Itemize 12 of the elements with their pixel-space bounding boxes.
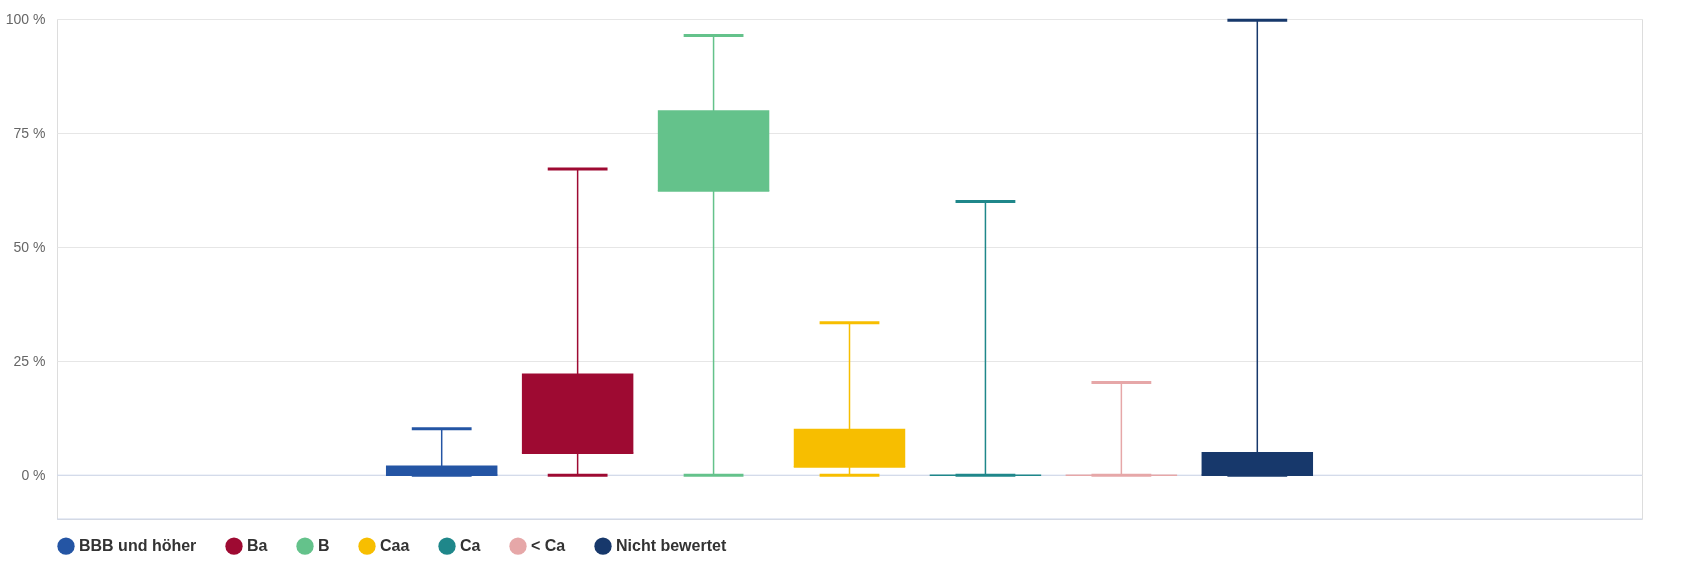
y-tick-label: 75 % — [13, 124, 46, 141]
legend-label: Ca — [460, 537, 481, 555]
y-tick-label: 50 % — [13, 238, 46, 255]
legend-label: Ba — [247, 537, 268, 555]
y-tick-label: 25 % — [13, 352, 46, 369]
legend-label: Nicht bewertet — [616, 537, 727, 555]
legend-label: BBB und höher — [79, 537, 197, 555]
legend-label: Caa — [380, 537, 410, 555]
y-tick-label: 100 % — [5, 10, 46, 27]
legend-label: < Ca — [531, 537, 566, 555]
legend-label: B — [318, 537, 330, 555]
y-tick-label: 0 % — [21, 466, 46, 483]
